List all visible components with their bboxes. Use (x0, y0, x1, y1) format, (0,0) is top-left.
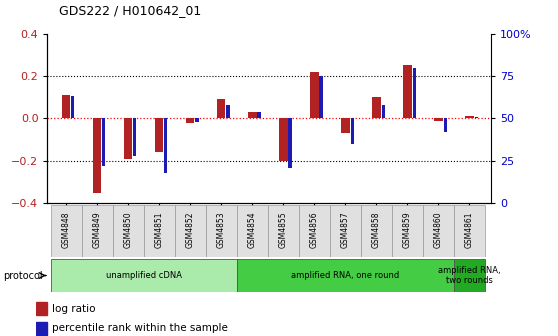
Text: GDS222 / H010642_01: GDS222 / H010642_01 (59, 4, 201, 17)
Bar (361, 205, 392, 257)
Text: GSM4849: GSM4849 (93, 211, 102, 248)
Text: GSM4852: GSM4852 (186, 211, 195, 248)
Text: amplified RNA, one round: amplified RNA, one round (291, 271, 400, 280)
Text: GSM4861: GSM4861 (465, 211, 474, 248)
Bar (299, 205, 330, 257)
Bar (330, 205, 361, 257)
Text: GSM4853: GSM4853 (217, 211, 225, 248)
Bar (320, 76, 323, 119)
Text: amplified RNA,
two rounds: amplified RNA, two rounds (438, 266, 501, 285)
Bar (257, 112, 261, 119)
Bar (288, 119, 292, 168)
Bar (155, 119, 163, 153)
Text: GSM4859: GSM4859 (403, 211, 412, 248)
Text: GSM4857: GSM4857 (341, 211, 350, 248)
Bar (36, 302, 47, 315)
Bar (310, 72, 319, 119)
Bar (71, 96, 74, 119)
Bar (62, 95, 70, 119)
Bar (51, 259, 237, 292)
Text: GSM4850: GSM4850 (123, 211, 133, 248)
Bar (475, 117, 478, 119)
Text: log ratio: log ratio (52, 304, 95, 314)
Bar (465, 116, 474, 119)
Bar (237, 259, 454, 292)
Bar (412, 68, 416, 119)
Bar (382, 105, 384, 119)
Bar (102, 119, 105, 166)
Text: percentile rank within the sample: percentile rank within the sample (52, 324, 228, 333)
Text: GSM4854: GSM4854 (248, 211, 257, 248)
Text: GSM4855: GSM4855 (278, 211, 288, 248)
Text: GSM4848: GSM4848 (61, 211, 70, 248)
Bar (350, 119, 354, 144)
Bar (133, 119, 137, 156)
Bar (454, 205, 485, 257)
Text: GSM4860: GSM4860 (434, 211, 443, 248)
Bar (227, 105, 229, 119)
Bar (444, 119, 447, 132)
Bar (403, 66, 412, 119)
Bar (392, 205, 423, 257)
Bar (186, 119, 195, 123)
Bar (36, 322, 47, 335)
Text: unamplified cDNA: unamplified cDNA (105, 271, 181, 280)
Bar (423, 205, 454, 257)
Bar (81, 205, 113, 257)
Bar (434, 119, 442, 121)
Bar (51, 205, 81, 257)
Bar (237, 205, 268, 257)
Bar (165, 119, 167, 173)
Bar (268, 205, 299, 257)
Bar (279, 119, 287, 161)
Bar (175, 205, 206, 257)
Bar (93, 119, 102, 193)
Bar (124, 119, 132, 159)
Bar (341, 119, 349, 133)
Text: GSM4858: GSM4858 (372, 211, 381, 248)
Bar (113, 205, 143, 257)
Text: protocol: protocol (3, 270, 42, 281)
Bar (217, 99, 225, 119)
Bar (248, 112, 257, 119)
Bar (206, 205, 237, 257)
Text: GSM4851: GSM4851 (155, 211, 163, 248)
Bar (143, 205, 175, 257)
Bar (372, 97, 381, 119)
Bar (195, 119, 199, 122)
Text: GSM4856: GSM4856 (310, 211, 319, 248)
Bar (454, 259, 485, 292)
